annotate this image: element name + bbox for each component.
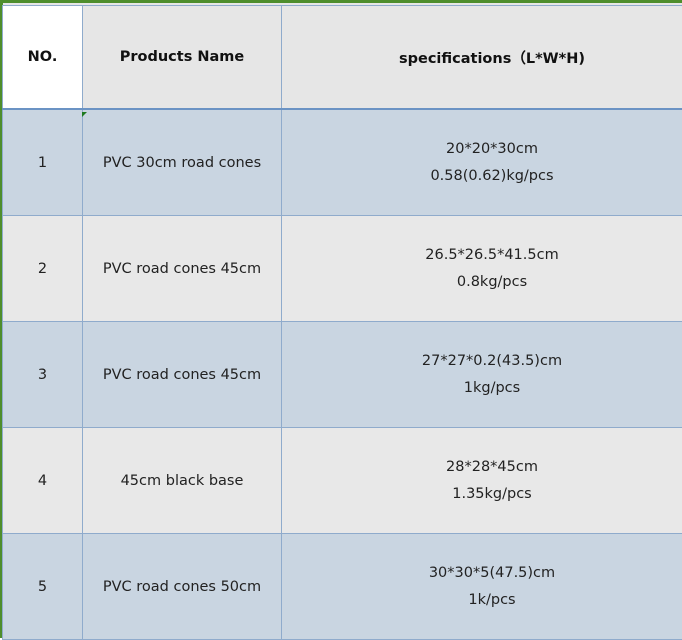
spec-weight: 0.58(0.62)kg/pcs [282, 163, 682, 190]
cell-name[interactable]: PVC road cones 45cm [83, 322, 282, 428]
cell-no[interactable]: 4 [3, 428, 83, 534]
header-no[interactable]: NO. [3, 6, 83, 110]
spec-size: 30*30*5(47.5)cm [282, 560, 682, 587]
cell-name[interactable]: PVC road cones 45cm [83, 216, 282, 322]
cell-comment-marker-icon [82, 112, 87, 117]
spec-weight: 1kg/pcs [282, 375, 682, 402]
spec-size: 28*28*45cm [282, 454, 682, 481]
cell-name[interactable]: PVC road cones 50cm [83, 534, 282, 640]
spec-size: 27*27*0.2(43.5)cm [282, 348, 682, 375]
spec-size: 26.5*26.5*41.5cm [282, 242, 682, 269]
header-row: NO. Products Name specifications（L*W*H) [3, 6, 682, 110]
product-spec-table: NO. Products Name specifications（L*W*H) … [2, 5, 682, 640]
cell-no[interactable]: 3 [3, 322, 83, 428]
spec-weight: 1.35kg/pcs [282, 481, 682, 508]
cell-name[interactable]: 45cm black base [83, 428, 282, 534]
spec-size: 20*20*30cm [282, 136, 682, 163]
cell-no[interactable]: 5 [3, 534, 83, 640]
spec-weight: 1k/pcs [282, 587, 682, 614]
cell-name[interactable]: PVC 30cm road cones [83, 109, 282, 216]
cell-no[interactable]: 2 [3, 216, 83, 322]
header-products-name[interactable]: Products Name [83, 6, 282, 110]
cell-no[interactable]: 1 [3, 109, 83, 216]
spec-weight: 0.8kg/pcs [282, 269, 682, 296]
header-specifications[interactable]: specifications（L*W*H) [282, 6, 682, 110]
